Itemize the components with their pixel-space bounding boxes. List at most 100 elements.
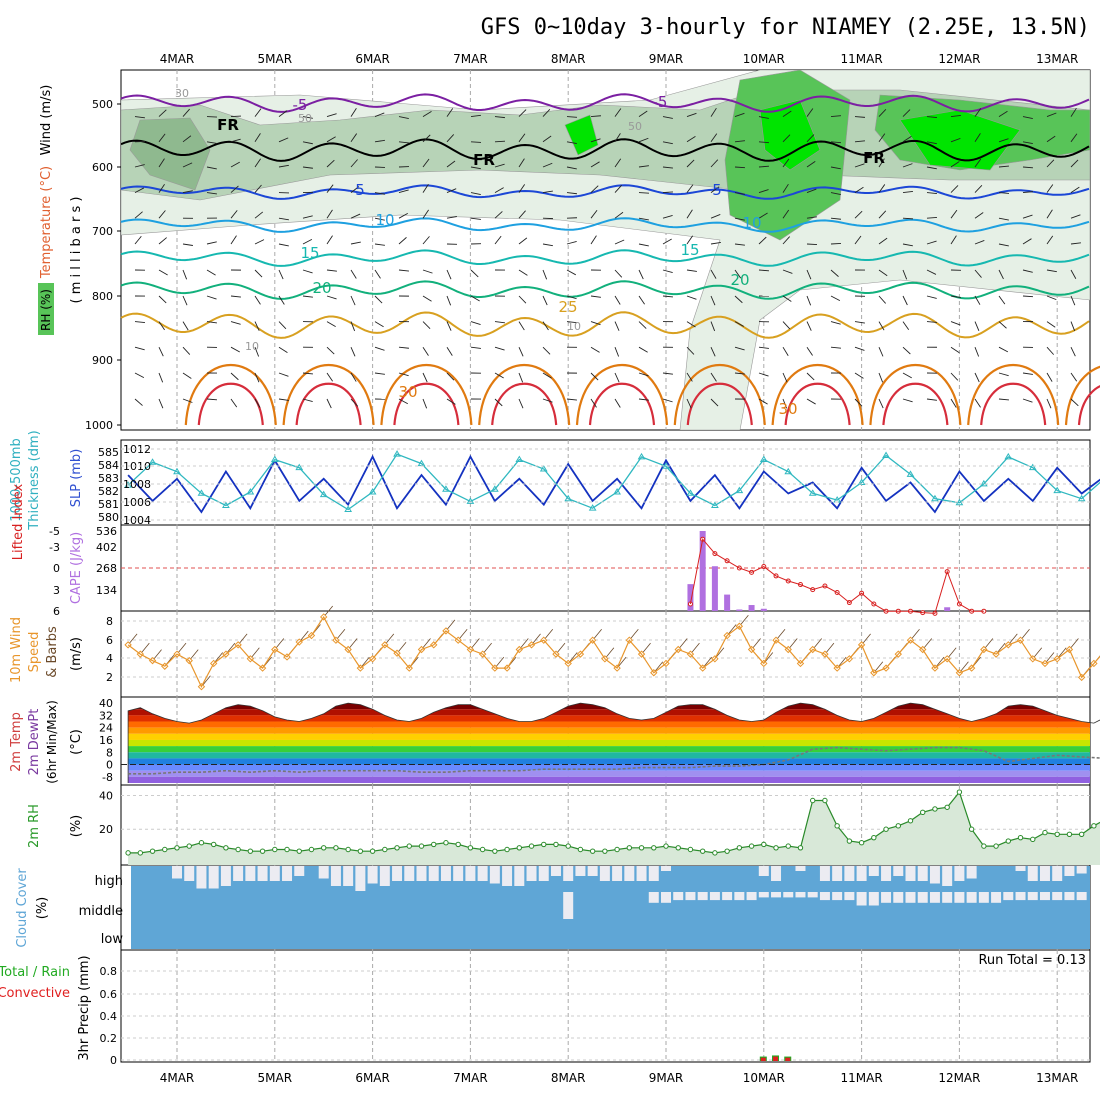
isotherm-35 bbox=[491, 382, 558, 426]
wind-barb bbox=[182, 295, 188, 306]
wind-barb bbox=[446, 346, 453, 356]
wind-barb bbox=[902, 398, 913, 403]
wind-barb bbox=[230, 115, 242, 118]
high-cloud-gap bbox=[538, 866, 549, 881]
rh-point bbox=[369, 848, 376, 854]
wind-barb bbox=[374, 269, 381, 279]
rh-point bbox=[272, 846, 278, 853]
middle-cloud-gap bbox=[758, 892, 769, 898]
wind-barb bbox=[350, 241, 361, 245]
cloud-row-label: middle bbox=[79, 904, 123, 919]
rh-bright-area bbox=[564, 114, 599, 156]
wind-barb bbox=[374, 217, 385, 221]
precip-conv-bar bbox=[785, 1057, 791, 1061]
axis-label: 10m Wind bbox=[9, 617, 24, 683]
wind-barb bbox=[302, 116, 313, 119]
isotherm-35 bbox=[784, 382, 851, 426]
wind-barb bbox=[830, 295, 841, 302]
wind-barb bbox=[326, 184, 334, 193]
wind-barb bbox=[1046, 346, 1055, 355]
wind-barb bbox=[542, 372, 552, 379]
high-cloud-gap bbox=[942, 866, 953, 886]
wind-barb bbox=[998, 295, 1006, 305]
rh-point bbox=[981, 843, 987, 849]
middle-cloud-gap bbox=[819, 892, 830, 901]
axis-label: SLP (mb) bbox=[69, 449, 84, 508]
cape-bar bbox=[736, 609, 743, 611]
temp-tick: 16 bbox=[99, 734, 113, 747]
wind-barb bbox=[494, 235, 502, 245]
wind-barb bbox=[614, 239, 625, 245]
middle-cloud-gap bbox=[893, 892, 904, 903]
wind-barb bbox=[638, 398, 649, 401]
axis-label: (m/s) bbox=[69, 637, 84, 671]
wind-barb bbox=[350, 372, 357, 382]
date-label-bottom: 12MAR bbox=[938, 1071, 980, 1085]
high-cloud-gap bbox=[514, 866, 525, 886]
wind-barb bbox=[686, 209, 693, 219]
wind-barb bbox=[542, 269, 548, 280]
high-cloud-gap bbox=[220, 866, 231, 886]
wind-barb bbox=[926, 192, 937, 194]
isotherm-label: -5 bbox=[293, 96, 308, 114]
wind-barb bbox=[494, 187, 504, 193]
wind-barb bbox=[134, 321, 145, 323]
isotherm-label: 10 bbox=[375, 211, 394, 229]
wind-barb bbox=[998, 346, 1009, 353]
wind-barb bbox=[686, 372, 693, 382]
rh-point bbox=[699, 848, 706, 854]
high-cloud-gap bbox=[465, 866, 476, 881]
cape-bar bbox=[699, 531, 706, 611]
rh-point bbox=[247, 848, 254, 854]
wind-barb bbox=[974, 398, 981, 408]
date-label-top: 4MAR bbox=[160, 52, 195, 66]
high-cloud-gap bbox=[392, 866, 403, 881]
high-cloud-gap bbox=[282, 866, 293, 881]
cape-tick: 268 bbox=[96, 562, 117, 575]
middle-cloud-gap bbox=[1052, 892, 1063, 901]
wind-barb bbox=[518, 237, 528, 245]
wind-barb bbox=[638, 192, 650, 194]
temp-band bbox=[128, 727, 1090, 734]
wind-barb bbox=[374, 346, 385, 351]
cloud-row-label: low bbox=[101, 932, 124, 947]
wind-barb bbox=[878, 269, 888, 277]
high-cloud-gap bbox=[428, 866, 439, 881]
wind-barb bbox=[254, 239, 265, 245]
wind-barb bbox=[1022, 116, 1033, 119]
wind-barb bbox=[806, 243, 818, 245]
li-tick: 6 bbox=[53, 605, 60, 618]
wind-barb bbox=[926, 240, 937, 245]
temp-band bbox=[128, 764, 1090, 771]
wind-barb bbox=[182, 321, 189, 331]
isotherm-30 bbox=[184, 363, 277, 426]
rh-point bbox=[1042, 829, 1048, 836]
wind-barb bbox=[782, 321, 791, 330]
rh-point bbox=[602, 848, 608, 854]
rh-point bbox=[308, 846, 315, 853]
wind-barb bbox=[542, 190, 553, 194]
wind-barb bbox=[446, 188, 457, 194]
wind-barb bbox=[830, 346, 841, 349]
wind-barb bbox=[494, 116, 505, 119]
wind-barb bbox=[734, 243, 745, 246]
wind-barb bbox=[158, 210, 166, 219]
wind-barb bbox=[182, 398, 193, 403]
wind-barb bbox=[710, 159, 719, 168]
wind-barb bbox=[494, 140, 506, 143]
high-cloud-gap bbox=[355, 866, 366, 891]
wind-barb bbox=[782, 346, 789, 356]
wind-barb bbox=[710, 186, 720, 193]
wind-barb bbox=[158, 184, 165, 193]
wind-barb bbox=[302, 398, 313, 402]
temp-tick: -8 bbox=[102, 771, 113, 784]
axis-label: (°C) bbox=[69, 729, 84, 755]
pressure-tick: 1000 bbox=[85, 419, 113, 432]
rh-point bbox=[1066, 831, 1073, 837]
middle-cloud-gap bbox=[783, 892, 794, 898]
wind-barb bbox=[350, 321, 356, 332]
wind-barb bbox=[1046, 321, 1056, 328]
isotherm-minus5 bbox=[120, 93, 1090, 113]
wind-barb bbox=[422, 236, 430, 245]
wind-barb bbox=[806, 398, 816, 405]
